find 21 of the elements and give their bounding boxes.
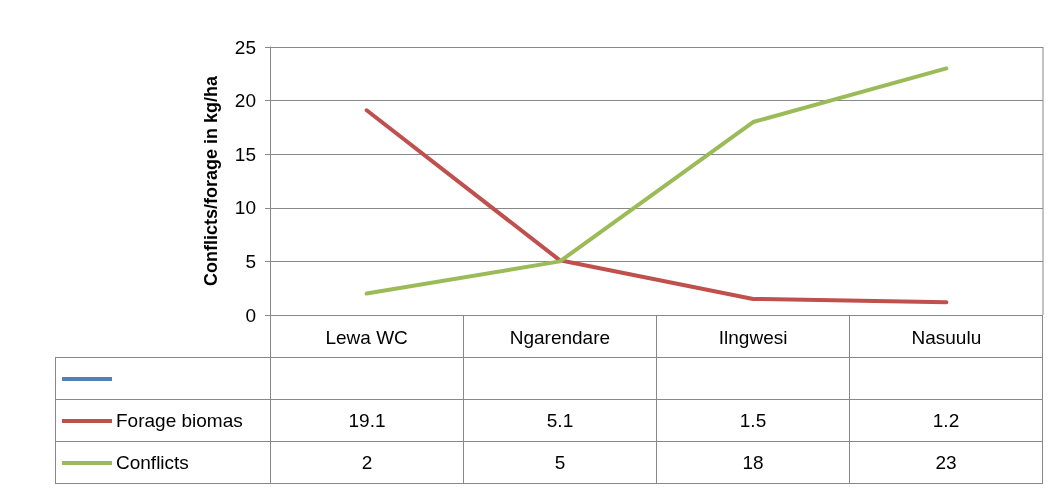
y-tick-label: 10 (234, 197, 256, 219)
y-tick-label: 15 (234, 143, 256, 165)
data-label: 19.1 (270, 399, 464, 442)
x-tick-label: Ngarendare (509, 327, 611, 348)
data-label: 23 (849, 441, 1043, 484)
data-label: 1.5 (656, 399, 850, 442)
data-label: 18 (656, 441, 850, 484)
y-tick-label: 0 (245, 304, 256, 326)
data-label: 1.2 (849, 399, 1043, 442)
y-tick-label: 20 (234, 90, 256, 112)
x-tick-label: Lewa WC (325, 327, 408, 348)
y-tick-label: 5 (245, 250, 256, 272)
y-tick-label: 25 (234, 36, 256, 58)
x-tick-label: Nasuulu (911, 327, 982, 348)
y-axis-title: Conflicts/forage in kg/ha (201, 75, 221, 287)
x-tick-label: Ilngwesi (718, 327, 788, 348)
data-label: 5 (463, 441, 657, 484)
data-label: 5.1 (463, 399, 657, 442)
legend-label: Conflicts (116, 451, 189, 473)
legend-label: Forage biomas (116, 409, 243, 431)
data-label: 2 (270, 441, 464, 484)
